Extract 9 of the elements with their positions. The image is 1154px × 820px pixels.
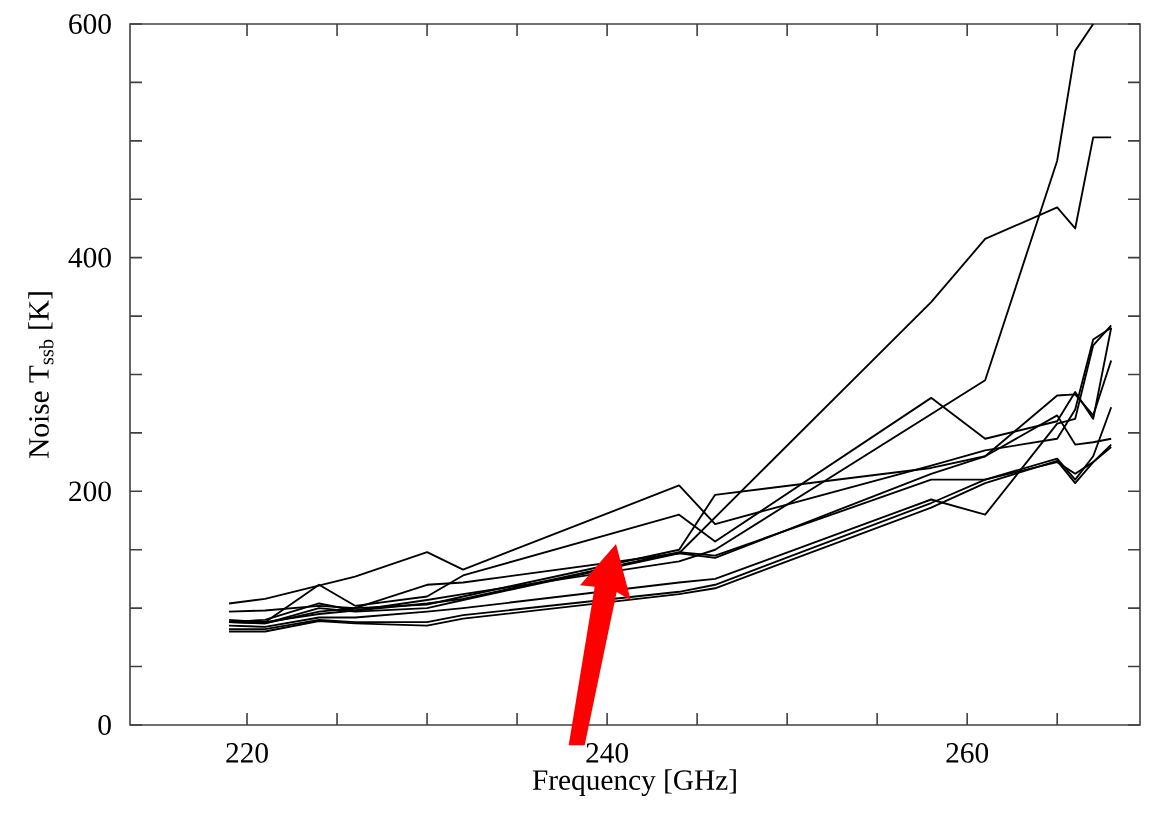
y-axis-title: Noise T$_{ssb}$ [K] [28,292,54,458]
x-tick-label: 260 [946,743,989,763]
x-tick-label: 240 [586,743,628,763]
y-tick-label: 200 [69,481,111,502]
x-tick-label: 220 [226,743,268,763]
y-tick-label: 400 [68,247,111,268]
x-axis-title: Frequency [GHz] [532,769,736,796]
y-tick-label: 0 [98,715,111,735]
y-tick-label: 600 [69,14,111,34]
